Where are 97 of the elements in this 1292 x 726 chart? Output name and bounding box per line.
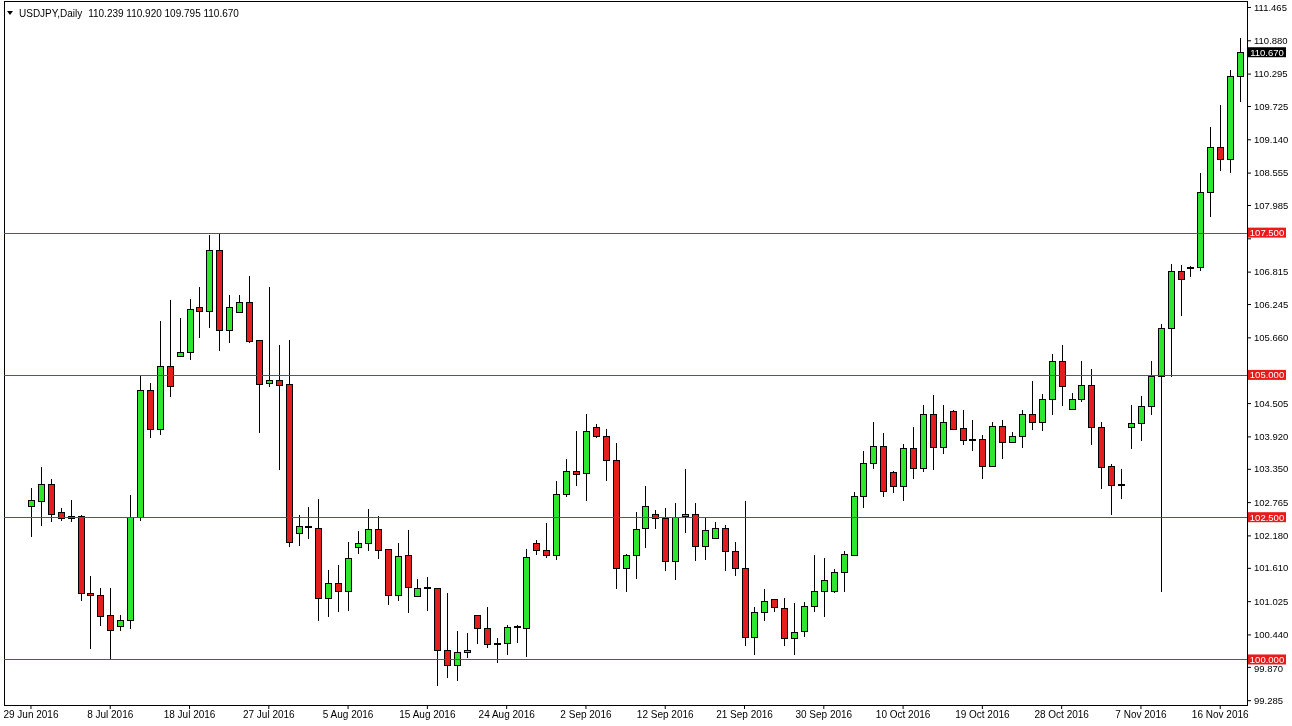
candlestick	[424, 576, 431, 612]
y-tick-label: 108.555	[1254, 167, 1289, 179]
candlestick	[623, 553, 630, 593]
candlestick	[365, 508, 372, 552]
candlestick	[642, 485, 649, 549]
candlestick	[1128, 404, 1135, 450]
x-tick-label: 29 Jun 2016	[3, 709, 59, 721]
candlestick	[484, 606, 491, 649]
x-tick-label: 15 Aug 2016	[399, 709, 456, 721]
candlestick	[504, 624, 511, 656]
y-tick-label: 107.985	[1254, 199, 1289, 211]
candlestick	[38, 466, 45, 527]
x-tick-label: 2 Sep 2016	[560, 709, 612, 721]
candlestick	[87, 575, 94, 650]
candlestick	[355, 530, 362, 555]
candlestick	[870, 421, 877, 470]
candlestick	[1029, 380, 1036, 431]
x-tick-label: 12 Sep 2016	[636, 709, 695, 721]
y-tick-label: 106.245	[1254, 298, 1289, 310]
y-tick-label: 104.505	[1254, 397, 1289, 409]
y-tick-label: 106.815	[1254, 266, 1289, 278]
y-tick-label: 101.610	[1254, 562, 1289, 574]
candlestick	[28, 487, 35, 538]
candlestick	[1178, 264, 1185, 317]
candlestick	[811, 554, 818, 613]
candlestick	[761, 588, 768, 622]
candlestick	[335, 564, 342, 613]
candlestick	[296, 514, 303, 547]
x-tick-label: 21 Sep 2016	[716, 709, 774, 721]
candlestick	[722, 524, 729, 572]
candlestick	[266, 286, 273, 388]
candlestick	[960, 409, 967, 446]
candlestick	[454, 630, 461, 682]
y-tick-label: 103.350	[1254, 463, 1289, 475]
candlestick	[969, 419, 976, 452]
candlestick	[732, 541, 739, 577]
candlestick	[890, 470, 897, 494]
candlestick	[177, 317, 184, 357]
ref-line-label: 107.500	[1249, 227, 1285, 239]
candlestick	[1138, 395, 1145, 442]
y-tick-label: 109.725	[1254, 100, 1289, 112]
text: 110.239 110.920 109.795 110.670	[88, 7, 240, 19]
ref-line-label: 100.000	[1249, 653, 1285, 665]
text: 110.670	[1250, 46, 1284, 58]
candlestick	[474, 614, 481, 645]
y-tick-label: 101.025	[1254, 595, 1289, 607]
candlestick	[573, 430, 580, 487]
x-tick-label: 24 Aug 2016	[478, 709, 536, 721]
candlestick	[1108, 463, 1115, 516]
candlestick	[1039, 393, 1046, 432]
x-tick-label: 7 Nov 2016	[1115, 709, 1167, 721]
y-tick-label: 99.870	[1254, 662, 1284, 674]
candlestick	[682, 468, 689, 534]
candlestick	[543, 522, 550, 559]
candlestick	[910, 426, 917, 480]
candlestick	[702, 517, 709, 561]
x-tick-label: 28 Oct 2016	[1034, 709, 1090, 721]
x-tick-label: 8 Jul 2016	[87, 709, 134, 721]
x-tick-label: 10 Oct 2016	[875, 709, 931, 721]
candlestick	[97, 587, 104, 627]
candlestick	[1217, 104, 1224, 172]
candlestick	[841, 550, 848, 593]
candlestick	[196, 286, 203, 339]
y-tick-label: 103.920	[1254, 430, 1289, 442]
candlestick	[494, 637, 501, 664]
candlestick	[325, 569, 332, 618]
x-tick-label: 19 Oct 2016	[955, 709, 1011, 721]
candlestick	[563, 458, 570, 498]
y-tick-label: 100.440	[1254, 628, 1289, 640]
x-tick-label: 5 Aug 2016	[322, 709, 374, 721]
y-tick-label: 102.765	[1254, 496, 1289, 508]
y-tick-label: 102.180	[1254, 529, 1289, 541]
y-tick-label: 111.465	[1254, 1, 1287, 13]
ref-line-label: 105.000	[1249, 369, 1285, 381]
text: USDJPY,Daily	[19, 7, 83, 19]
y-tick-label: 105.660	[1254, 331, 1289, 343]
y-tick-label: 110.295	[1254, 68, 1288, 80]
candlestick	[791, 602, 798, 656]
candlestick	[999, 419, 1006, 460]
candlestick	[1078, 360, 1085, 403]
candlestick	[305, 506, 312, 540]
candlestick	[603, 428, 610, 482]
candlestick	[831, 568, 838, 594]
candlestick	[821, 557, 828, 618]
x-tick-label: 30 Sep 2016	[795, 709, 853, 721]
ref-line-label: 102.500	[1249, 511, 1285, 523]
y-tick-label: 110.880	[1254, 34, 1288, 46]
y-tick-label: 109.140	[1254, 133, 1289, 145]
candlestick	[464, 632, 471, 659]
candlestick	[514, 624, 521, 644]
x-tick-label: 18 Jul 2016	[163, 709, 216, 721]
candlestick	[1019, 409, 1026, 449]
x-tick-label: 27 Jul 2016	[242, 709, 296, 721]
candlestick	[1118, 468, 1125, 500]
x-tick-label: 16 Nov 2016	[1191, 709, 1250, 721]
candlestick	[226, 294, 233, 344]
y-tick-label: 99.285	[1254, 694, 1284, 706]
